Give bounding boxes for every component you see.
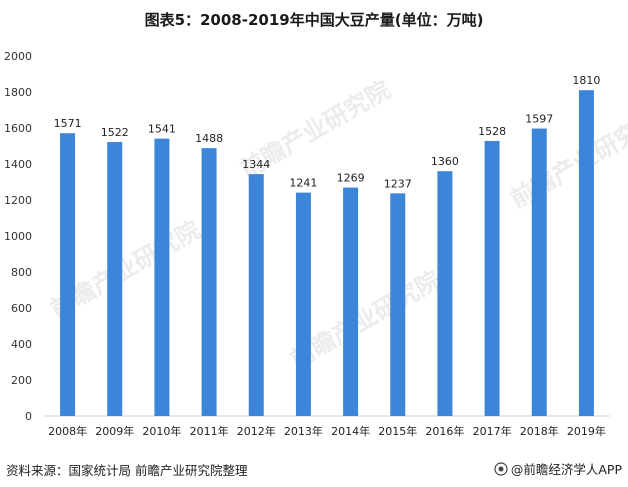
y-tick-label: 0 [25,410,32,423]
data-label: 1571 [54,117,82,130]
bar [390,193,406,416]
data-label: 1241 [289,177,317,190]
data-label: 1810 [572,74,600,87]
bar [201,148,217,416]
x-tick-label: 2013年 [284,424,323,438]
y-tick-label: 400 [11,338,32,351]
x-tick-label: 2012年 [237,424,276,438]
data-label: 1488 [195,132,223,145]
source-note: 资料来源：国家统计局 前瞻产业研究院整理 [6,463,248,478]
y-tick-label: 2000 [4,50,32,63]
x-tick-label: 2010年 [142,424,181,438]
bar [107,142,123,417]
brand-credit: @前瞻经济学人APP [494,459,622,478]
bar [437,171,453,416]
x-tick-label: 2011年 [190,424,229,438]
y-tick-label: 1200 [4,194,32,207]
x-tick-label: 2017年 [473,424,512,438]
bar [343,187,359,416]
bar [578,90,594,416]
x-tick-label: 2014年 [331,424,370,438]
y-tick-label: 1600 [4,122,32,135]
y-tick-label: 1000 [4,230,32,243]
y-tick-label: 1400 [4,158,32,171]
data-label: 1360 [431,155,459,168]
bar [484,140,500,416]
x-tick-label: 2016年 [425,424,464,438]
x-tick-label: 2009年 [95,424,134,438]
bar [295,192,311,416]
data-label: 1522 [101,126,129,139]
y-tick-label: 200 [11,374,32,387]
data-label: 1541 [148,123,176,136]
y-tick-label: 800 [11,266,32,279]
data-label: 1269 [337,172,365,185]
data-label: 1597 [525,113,553,126]
x-tick-label: 2019年 [567,424,606,438]
x-tick-label: 2008年 [48,424,87,438]
brand-text: @前瞻经济学人APP [510,462,622,477]
bar [60,133,76,416]
chart-title: 图表5：2008-2019年中国大豆产量(单位：万吨) [144,11,484,29]
bar [248,174,264,416]
y-tick-label: 600 [11,302,32,315]
bar [531,128,547,417]
data-label: 1344 [242,158,270,171]
x-tick-label: 2018年 [520,424,559,438]
data-label: 1237 [384,177,412,190]
brand-icon [494,461,508,476]
y-tick-label: 1800 [4,86,32,99]
data-label: 1528 [478,125,506,138]
bar [154,138,170,416]
x-tick-label: 2015年 [378,424,417,438]
